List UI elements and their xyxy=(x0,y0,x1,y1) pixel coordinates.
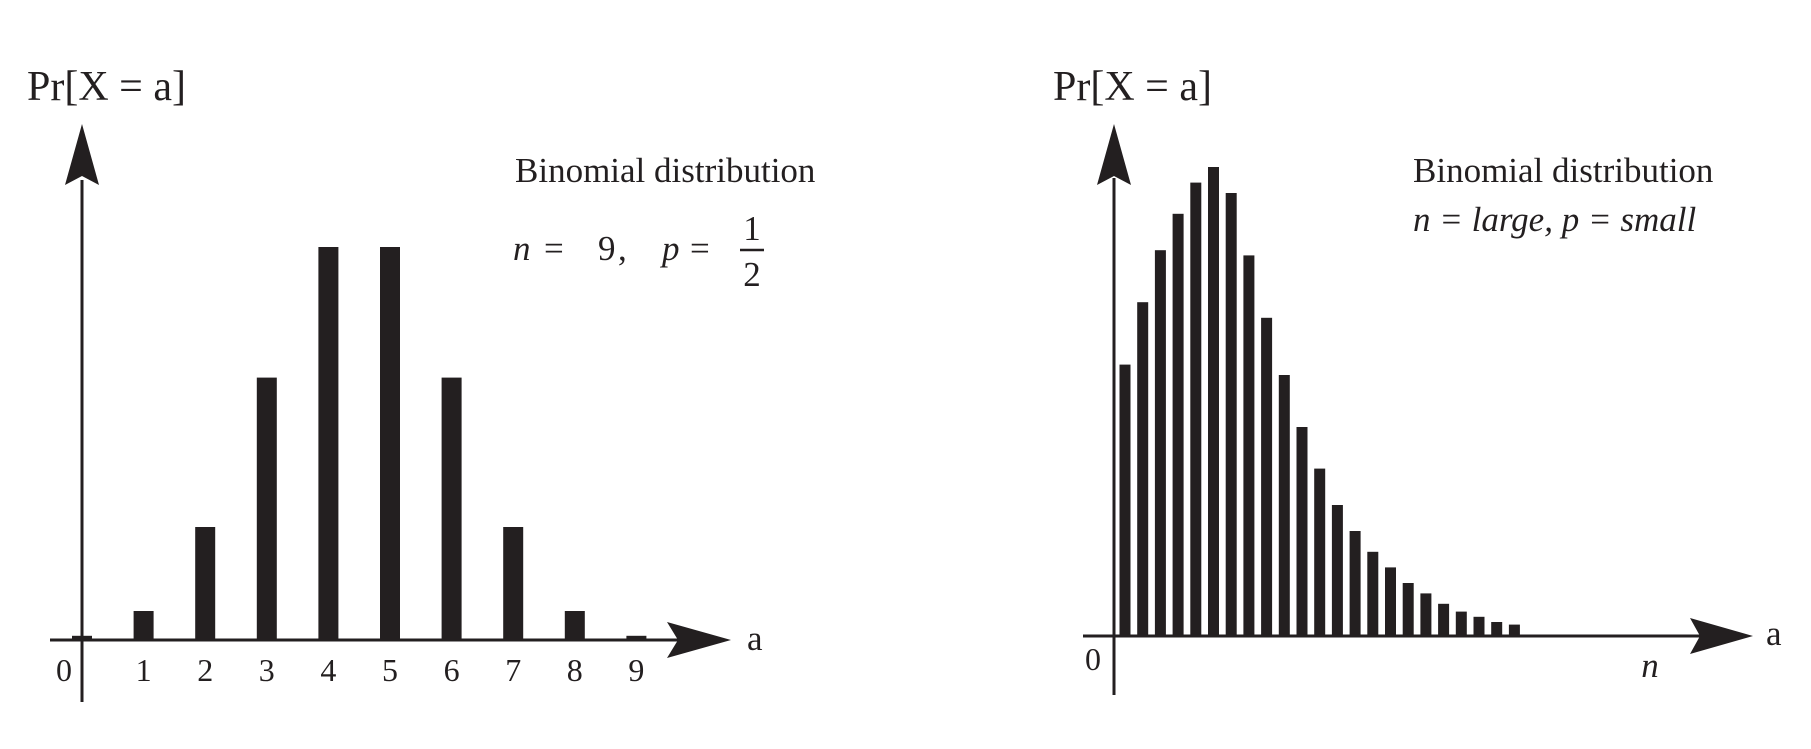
left-bar-6 xyxy=(441,377,462,639)
left-tick-label-6: 6 xyxy=(444,652,460,688)
right-bar-16 xyxy=(1402,583,1414,635)
left-param-p-symbol: p xyxy=(659,229,680,268)
left-param-comma: , xyxy=(618,229,627,268)
left-tick-label-2: 2 xyxy=(197,652,213,688)
right-bar-17 xyxy=(1420,593,1432,635)
left-tick-label-4: 4 xyxy=(320,652,336,688)
left-tick-label-3: 3 xyxy=(259,652,275,688)
left-tick-label-8: 8 xyxy=(567,652,583,688)
right-bar-6 xyxy=(1225,193,1237,635)
right-bar-8 xyxy=(1261,317,1273,635)
left-chart-title: Binomial distribution xyxy=(515,151,815,190)
right-bar-1 xyxy=(1137,302,1149,635)
left-bar-7 xyxy=(503,527,524,639)
right-x-axis-arrow xyxy=(1690,618,1753,654)
left-param-n-equals: = xyxy=(544,229,564,268)
right-bar-12 xyxy=(1331,505,1343,635)
right-bar-21 xyxy=(1491,622,1503,635)
left-bar-2 xyxy=(195,527,216,639)
left-tick-label-9: 9 xyxy=(628,652,644,688)
left-x-axis-label: a xyxy=(747,619,763,658)
left-y-axis-arrow xyxy=(65,124,99,185)
right-bar-15 xyxy=(1385,567,1396,635)
right-bar-4 xyxy=(1190,182,1202,635)
chart-left: Pr[X = a] Binomial distribution n = 9 , … xyxy=(27,64,815,702)
left-y-axis-label: Pr[X = a] xyxy=(27,64,186,110)
left-bar-9 xyxy=(626,635,647,639)
right-x-axis-label: a xyxy=(1766,614,1782,653)
left-tick-label-5: 5 xyxy=(382,652,398,688)
right-y-axis-arrow xyxy=(1097,124,1131,185)
right-chart-title: Binomial distribution xyxy=(1413,151,1713,190)
right-bar-3 xyxy=(1172,213,1184,636)
right-bar-22 xyxy=(1508,624,1520,635)
left-param-n-value: 9 xyxy=(598,229,616,268)
right-bar-13 xyxy=(1349,531,1361,635)
right-bar-0 xyxy=(1119,364,1131,635)
left-param-p-denominator: 2 xyxy=(743,255,761,294)
right-bar-11 xyxy=(1314,468,1326,635)
left-bar-5 xyxy=(380,247,400,639)
right-bars xyxy=(1119,167,1520,636)
left-bars xyxy=(72,247,647,639)
chart-right: Pr[X = a] Binomial distribution n = larg… xyxy=(1053,64,1782,695)
right-x-note: n xyxy=(1641,646,1659,685)
left-tick-labels: 1 2 3 4 5 6 7 8 9 xyxy=(136,652,645,688)
right-origin-label: 0 xyxy=(1085,641,1101,677)
left-x-axis-arrow xyxy=(667,622,731,658)
right-bar-7 xyxy=(1243,255,1255,635)
left-bar-3 xyxy=(256,377,277,639)
left-bar-1 xyxy=(133,611,154,639)
left-param-p-equals: = xyxy=(690,229,710,268)
right-y-axis-label: Pr[X = a] xyxy=(1053,64,1212,110)
left-param-n-symbol: n xyxy=(513,229,531,268)
right-bar-9 xyxy=(1278,375,1290,635)
left-bar-4 xyxy=(318,247,339,639)
left-origin-label: 0 xyxy=(56,652,72,688)
left-tick-label-7: 7 xyxy=(505,652,521,688)
left-bar-8 xyxy=(564,611,585,639)
right-bar-20 xyxy=(1473,616,1485,635)
right-bar-18 xyxy=(1438,603,1450,635)
right-chart-subtitle: n = large, p = small xyxy=(1413,200,1696,239)
left-params-annotation: n = 9 , p = 1 2 xyxy=(513,209,764,294)
right-bar-19 xyxy=(1455,611,1467,635)
left-tick-label-1: 1 xyxy=(136,652,152,688)
right-bar-14 xyxy=(1367,551,1379,635)
right-bar-5 xyxy=(1208,167,1219,635)
right-bar-2 xyxy=(1154,250,1166,635)
right-bar-10 xyxy=(1296,427,1308,635)
left-param-p-numerator: 1 xyxy=(743,209,761,248)
